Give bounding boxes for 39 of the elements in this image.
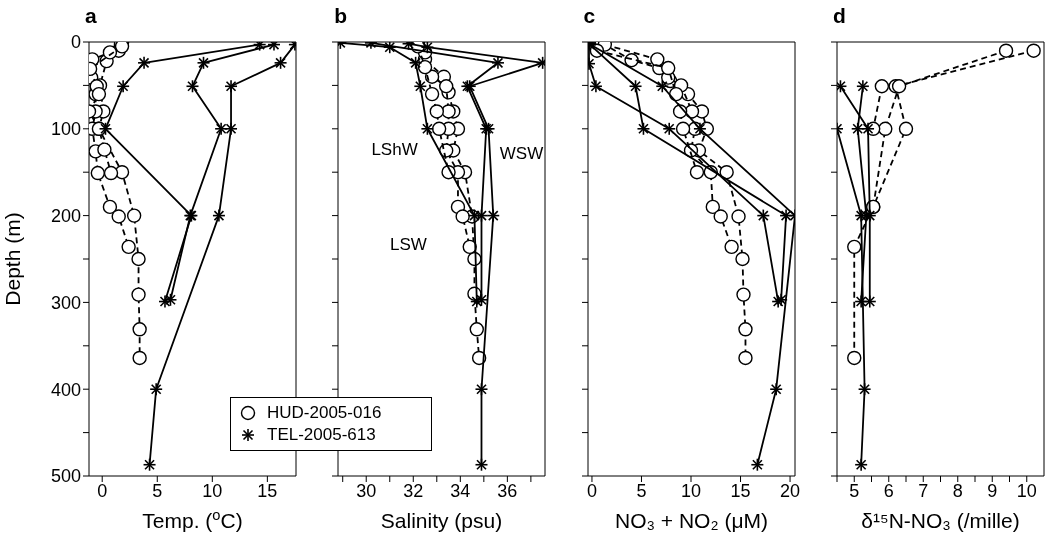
chart-title: b: [334, 4, 348, 28]
annotation: LSW: [390, 235, 427, 256]
x-tick-label: 15: [257, 480, 278, 501]
x-tick-label: 10: [1016, 480, 1037, 501]
x-tick-label: 30: [356, 480, 377, 501]
x-tick-label: 0: [97, 480, 108, 501]
x-tick-label: 32: [403, 480, 424, 501]
x-tick-label: 34: [450, 480, 471, 501]
x-tick-label: 0: [586, 480, 597, 501]
x-tick-label: 36: [497, 480, 518, 501]
legend-label: HUD-2005-016: [267, 403, 382, 423]
annotation: WSW: [499, 143, 544, 164]
x-tick-label: 15: [730, 480, 751, 501]
x-tick-label: 10: [680, 480, 701, 501]
x-axis-title: Temp. ($^{o}$C): [142, 507, 243, 532]
x-tick-label: 5: [849, 480, 860, 501]
chart-title: a: [85, 4, 97, 28]
x-tick-label: 6: [883, 480, 894, 501]
x-tick-label: 7: [918, 480, 929, 501]
y-tick-label: 200: [50, 205, 81, 226]
y-tick-label: 300: [50, 292, 81, 313]
y-tick-label: 100: [50, 119, 81, 140]
y-tick-label: 500: [50, 466, 81, 487]
x-axis-title: Salinity (psu): [381, 509, 503, 532]
annotation: LShW: [371, 139, 418, 160]
y-axis-title: Depth (m): [1, 212, 24, 306]
y-tick-label: 0: [70, 32, 81, 53]
x-tick-label: 10: [202, 480, 223, 501]
chart-title: d: [832, 4, 846, 28]
x-axis-title: δ¹⁵N-NO₃ (/mille): [861, 509, 1020, 532]
x-tick-label: 20: [779, 480, 800, 501]
x-tick-label: 9: [987, 480, 998, 501]
y-tick-label: 400: [50, 379, 81, 400]
x-tick-label: 5: [636, 480, 647, 501]
legend-label: TEL-2005-613: [267, 425, 376, 445]
x-tick-label: 5: [152, 480, 163, 501]
chart-title: c: [583, 4, 596, 28]
x-axis-title: NO₃ + NO₂ (μM): [614, 509, 768, 532]
x-tick-label: 8: [952, 480, 963, 501]
